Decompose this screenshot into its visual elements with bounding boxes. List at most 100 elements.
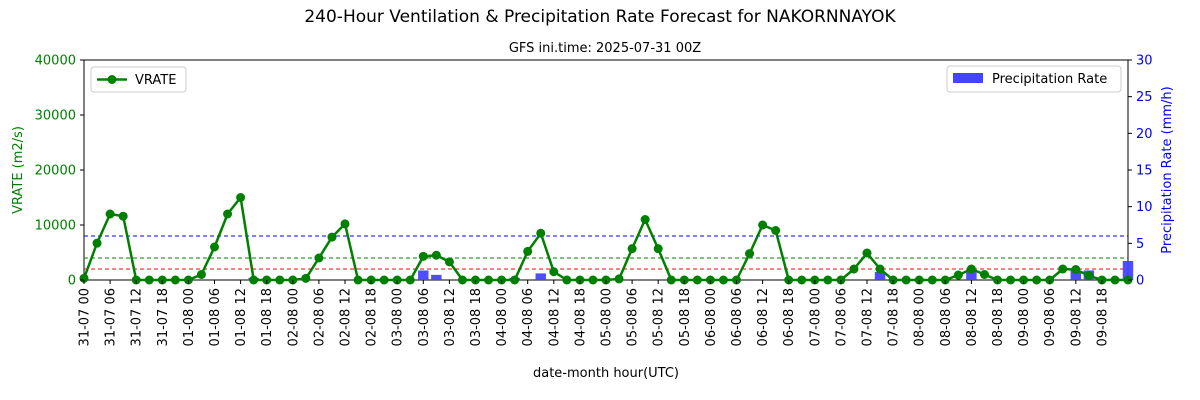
vrate-point: [797, 275, 807, 285]
vrate-point: [105, 209, 115, 219]
x-axis-label: date-month hour(UTC): [533, 366, 679, 381]
vrate-point: [196, 270, 206, 279]
vrate-point: [275, 275, 285, 285]
x-tick-label: 07-08 12: [861, 288, 876, 346]
vrate-point: [405, 275, 415, 285]
y-right-tick-label: 30: [1136, 54, 1153, 69]
vrate-point: [223, 209, 233, 219]
vrate-point: [614, 274, 624, 284]
plot-area: 0 10000 20000 30000 40000 0 5 10 15 20 25 30 31-07 0…: [35, 54, 1153, 347]
x-tick-label: 02-08 00: [286, 288, 301, 346]
x-tick-label: 31-07 06: [104, 288, 119, 346]
y-right-tick-label: 10: [1136, 200, 1153, 215]
x-tick-label: 03-08 18: [469, 288, 484, 346]
x-tick-label: 02-08 06: [312, 288, 327, 346]
y-right-tick-label: 25: [1136, 90, 1153, 105]
vrate-point: [849, 264, 859, 274]
x-tick-label: 31-07 12: [130, 288, 145, 346]
x-tick-label: 01-08 12: [234, 288, 249, 346]
y-axis-left-label: VRATE (m2/s): [11, 126, 26, 214]
vrate-point: [510, 275, 520, 285]
vrate-point: [92, 238, 102, 248]
x-tick-label: 08-08 00: [913, 288, 928, 346]
x-tick-label: 09-08 18: [1095, 288, 1110, 346]
vrate-point: [640, 215, 650, 224]
x-tick-label: 01-08 18: [260, 288, 275, 346]
vrate-point: [1006, 275, 1016, 285]
vrate-point: [979, 270, 989, 279]
y-left-tick-label: 20000: [35, 164, 76, 179]
x-tick-label: 01-08 00: [182, 288, 197, 346]
vrate-point: [314, 253, 324, 263]
vrate-point: [692, 275, 702, 285]
vrate-point: [236, 193, 246, 202]
x-tick-label: 04-08 12: [547, 288, 562, 346]
x-tick-label: 31-07 18: [156, 288, 171, 346]
vrate-point: [927, 275, 937, 285]
y-right-tick-label: 0: [1136, 274, 1144, 289]
vrate-point: [327, 232, 337, 242]
vrate-point: [431, 250, 441, 260]
precip-bar: [1070, 270, 1082, 280]
x-tick-label: 06-08 06: [730, 288, 745, 346]
chart-title: 240-Hour Ventilation & Precipitation Rat…: [304, 7, 896, 27]
vrate-point: [588, 275, 598, 285]
vrate-point: [340, 219, 350, 229]
vrate-point: [1032, 275, 1042, 285]
vrate-point: [457, 275, 467, 285]
y-left-tick-label: 30000: [35, 109, 76, 124]
x-tick-label: 02-08 12: [339, 288, 354, 346]
vrate-point: [210, 242, 219, 252]
precip-bar: [418, 270, 429, 280]
x-tick-label: 06-08 12: [756, 288, 771, 346]
vrate-point: [1058, 264, 1068, 274]
vrate-point: [144, 275, 154, 285]
x-tick-label: 07-08 06: [834, 288, 849, 346]
x-tick-label: 01-08 06: [208, 288, 223, 346]
x-tick-label: 08-08 06: [939, 288, 954, 346]
legend-vrate-box: [90, 66, 187, 93]
vrate-point: [901, 275, 911, 285]
vrate-point: [627, 244, 637, 254]
x-tick-label: 09-08 00: [1017, 288, 1032, 346]
x-tick-label: 04-08 00: [495, 288, 510, 346]
vrate-point: [745, 249, 755, 259]
y-right-tick-label: 20: [1136, 127, 1153, 142]
vrate-point: [953, 270, 963, 280]
vrate-point: [484, 275, 494, 285]
y-axis-right-label: Precipitation Rate (mm/h): [1160, 86, 1175, 253]
vrate-point: [549, 267, 559, 277]
plot-frame: [83, 59, 1129, 281]
x-tick-label: 08-08 12: [965, 288, 980, 346]
vrate-point: [1084, 271, 1094, 281]
x-tick-label: 03-08 00: [391, 288, 406, 346]
vrate-point: [118, 211, 128, 221]
legend-precip-box: [946, 65, 1122, 93]
x-tick-label: 05-08 18: [678, 288, 693, 346]
x-tick-label: 06-08 00: [704, 288, 719, 346]
vrate-point: [418, 251, 428, 261]
x-tick-label: 07-08 00: [808, 288, 823, 346]
x-tick-label: 09-08 06: [1043, 288, 1058, 346]
vrate-point: [170, 275, 180, 285]
vrate-point: [862, 248, 872, 258]
vrate-point: [536, 228, 546, 238]
vrate-point: [523, 246, 533, 256]
vrate-point: [79, 273, 89, 283]
legend-vrate-label: VRATE: [135, 73, 176, 88]
legend-precip-label: Precipitation Rate: [992, 72, 1107, 87]
precip-bar: [535, 273, 546, 280]
y-left-tick-label: 10000: [35, 219, 76, 234]
vrate-point: [758, 220, 768, 230]
x-tick-label: 05-08 00: [600, 288, 615, 346]
x-tick-label: 03-08 12: [443, 288, 458, 346]
x-tick-label: 03-08 06: [417, 288, 432, 346]
vrate-point: [966, 264, 976, 274]
y-left-tick-label: 0: [68, 274, 76, 289]
x-tick-label: 04-08 18: [573, 288, 588, 346]
x-tick-label: 07-08 18: [887, 288, 902, 346]
x-tick-label: 31-07 00: [78, 288, 93, 346]
vrate-point: [771, 226, 781, 235]
vrate-point: [301, 273, 311, 283]
